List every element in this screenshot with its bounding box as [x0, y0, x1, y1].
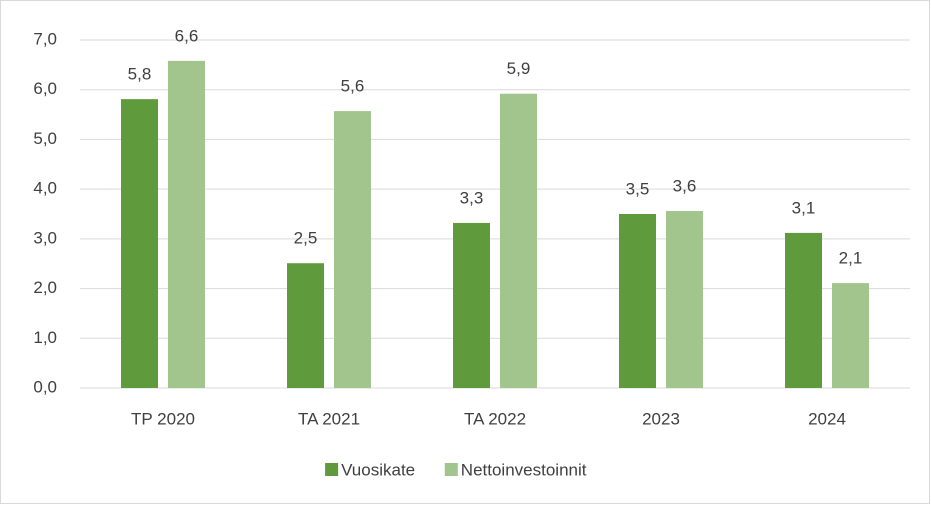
data-label: 2,5 — [294, 229, 318, 248]
data-label: 5,6 — [341, 77, 365, 96]
x-tick-label: TA 2022 — [464, 409, 526, 428]
data-label: 3,3 — [460, 188, 484, 207]
x-tick-label: TA 2021 — [298, 409, 360, 428]
bar — [832, 283, 869, 388]
y-tick-label: 6,0 — [33, 79, 57, 98]
bar — [666, 211, 703, 388]
bar — [500, 93, 537, 388]
legend-swatch — [444, 463, 458, 476]
bar — [168, 60, 205, 388]
data-label: 6,6 — [175, 26, 199, 45]
bar — [334, 111, 371, 388]
data-label: 2,1 — [839, 249, 863, 268]
bar — [785, 232, 822, 388]
legend-label: Vuosikate — [341, 460, 415, 479]
data-label: 3,5 — [626, 179, 650, 198]
y-tick-label: 3,0 — [33, 228, 57, 247]
x-tick-label: 2024 — [808, 409, 846, 428]
bar — [453, 222, 490, 388]
y-tick-label: 0,0 — [33, 377, 57, 396]
data-label: 5,8 — [128, 65, 152, 84]
x-tick-label: 2023 — [642, 409, 680, 428]
bar — [287, 263, 324, 388]
y-tick-label: 7,0 — [33, 29, 57, 48]
legend-label: Nettoinvestoinnit — [461, 460, 587, 479]
y-tick-label: 2,0 — [33, 278, 57, 297]
data-label: 3,6 — [673, 177, 697, 196]
x-tick-label: TP 2020 — [131, 409, 195, 428]
data-label: 3,1 — [792, 198, 816, 217]
bar — [121, 99, 158, 388]
bar — [619, 214, 656, 388]
data-label: 5,9 — [507, 59, 531, 78]
y-tick-label: 1,0 — [33, 328, 57, 347]
legend-swatch — [325, 463, 339, 476]
y-tick-label: 4,0 — [33, 179, 57, 198]
y-tick-label: 5,0 — [33, 129, 57, 148]
